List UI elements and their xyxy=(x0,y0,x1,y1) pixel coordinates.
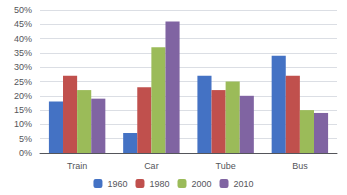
svg-text:15%: 15% xyxy=(14,105,32,115)
svg-text:1960: 1960 xyxy=(107,179,127,189)
svg-text:5%: 5% xyxy=(19,134,32,144)
svg-text:30%: 30% xyxy=(14,62,32,72)
svg-text:Car: Car xyxy=(144,161,159,171)
svg-text:25%: 25% xyxy=(14,77,32,87)
svg-text:45%: 45% xyxy=(14,19,32,29)
svg-text:Tube: Tube xyxy=(216,161,236,171)
svg-text:50%: 50% xyxy=(14,5,32,15)
svg-text:20%: 20% xyxy=(14,91,32,101)
svg-text:35%: 35% xyxy=(14,48,32,58)
svg-text:2010: 2010 xyxy=(234,179,254,189)
svg-text:Train: Train xyxy=(67,161,87,171)
svg-text:0%: 0% xyxy=(19,148,32,158)
svg-text:Bus: Bus xyxy=(292,161,308,171)
svg-text:10%: 10% xyxy=(14,119,32,129)
svg-text:40%: 40% xyxy=(14,34,32,44)
svg-text:1980: 1980 xyxy=(149,179,169,189)
svg-text:2000: 2000 xyxy=(192,179,212,189)
